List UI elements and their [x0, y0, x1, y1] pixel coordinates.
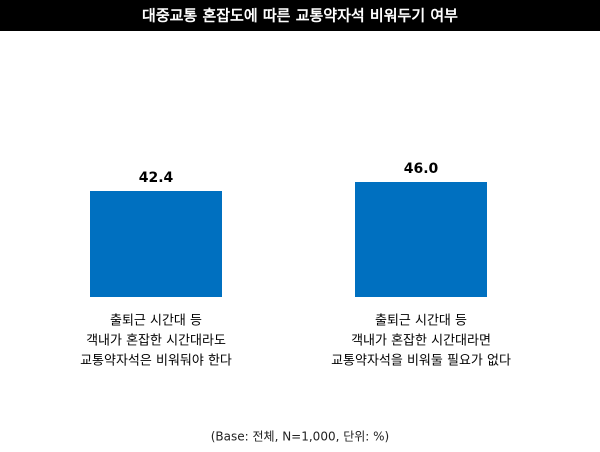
title-banner	[0, 0, 600, 31]
value-label: 46.0	[404, 161, 439, 177]
category-label: 교통약자석은 비워둬야 한다	[80, 354, 232, 369]
note: (Base: 전체, N=1,000, 단위: %)	[211, 430, 390, 444]
category-label: 교통약자석을 비워둘 필요가 없다	[331, 354, 511, 369]
bar	[355, 182, 487, 297]
category-label: 출퇴근 시간대 등	[110, 314, 202, 329]
chart-title: 대중교통 혼잡도에 따른 교통약자석 비워두기 여부	[142, 7, 458, 25]
category-label: 객내가 혼잡한 시간대라도	[86, 334, 226, 349]
bar	[90, 191, 222, 297]
category-label: 객내가 혼잡한 시간대라면	[351, 334, 491, 349]
category-label: 출퇴근 시간대 등	[375, 314, 467, 329]
value-label: 42.4	[139, 170, 174, 186]
